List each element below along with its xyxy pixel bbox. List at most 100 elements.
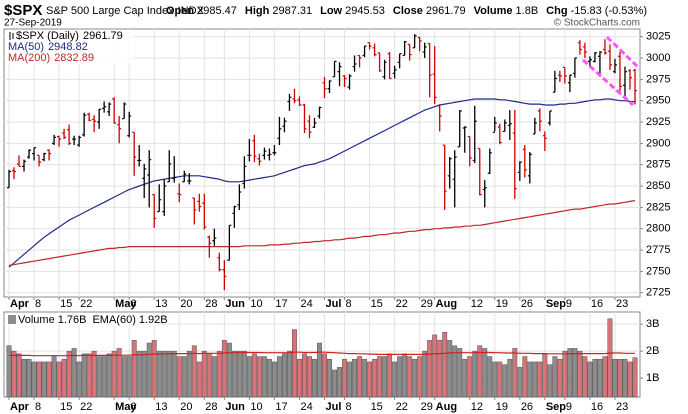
legend-value: 1.76B <box>58 314 87 326</box>
volume-bar <box>292 329 297 398</box>
volume-bar <box>151 340 157 398</box>
legend-name: $SPX (Daily) <box>16 30 79 42</box>
volume-bar <box>612 358 618 398</box>
volume-bar <box>397 356 403 398</box>
legend-entry: $SPX (Daily) 2961.79 <box>16 30 123 42</box>
volume-bar <box>622 358 628 398</box>
x-tick-label: 26 <box>521 298 533 310</box>
field-label: Open <box>166 5 194 17</box>
volume-bar <box>66 350 72 398</box>
volume-bar <box>6 345 12 398</box>
x-tick-label: 23 <box>616 298 628 310</box>
name: S&P 500 Large Cap Index <box>46 5 174 17</box>
volume-bar <box>26 358 32 398</box>
volume-bar <box>251 353 257 398</box>
x-tick-label: 12 <box>471 401 483 413</box>
volume-bar <box>322 353 327 398</box>
volume-bar <box>241 350 247 398</box>
volume-bar <box>577 350 583 398</box>
volume-bar <box>11 350 17 398</box>
volume-bar <box>562 350 568 398</box>
volume-bar <box>36 361 42 398</box>
volume-bar <box>166 350 172 398</box>
volume-bar <box>597 358 603 398</box>
x-tick-label: Apr <box>10 298 30 310</box>
x-tick-label: Jun <box>225 298 245 310</box>
field-value: 1.8B <box>516 5 539 17</box>
volume-bar <box>111 350 117 398</box>
x-tick-label: Jul <box>326 298 342 310</box>
volume-bar <box>317 342 322 398</box>
x-tick-label: Jul <box>326 401 342 413</box>
volume-bar <box>41 361 47 398</box>
x-tick-label: 8 <box>35 298 41 310</box>
legend-name: Volume <box>18 314 55 326</box>
volume-bar <box>532 361 538 398</box>
legend-box <box>6 30 134 64</box>
volume-bar <box>342 358 347 398</box>
volume-bar <box>377 356 383 398</box>
volume-bar <box>246 356 252 398</box>
volume-bar <box>497 361 503 398</box>
x-tick-label: 9 <box>566 298 572 310</box>
y-tick-label: 3000 <box>646 52 670 64</box>
volume-bar <box>281 353 287 398</box>
volume-bar <box>171 350 177 398</box>
volume-bar <box>492 361 498 398</box>
y-tick-label: 3B <box>646 318 659 330</box>
volume-bar <box>161 350 167 398</box>
x-tick-label: 13 <box>155 401 167 413</box>
volume-bar <box>527 361 533 398</box>
volume-bar <box>31 361 37 398</box>
field-value: 2945.53 <box>345 5 385 17</box>
field-label: High <box>245 5 270 17</box>
volume-bar <box>51 356 57 398</box>
volume-bar <box>141 350 147 398</box>
volume-bar <box>452 345 458 398</box>
x-tick-label: 24 <box>300 401 312 413</box>
x-tick-label: 6 <box>130 298 136 310</box>
volume-bar <box>261 356 267 398</box>
y-tick-label: 2850 <box>646 180 670 192</box>
volume-bar <box>572 348 578 398</box>
volume-bar <box>231 350 237 398</box>
volume-bar <box>507 358 513 398</box>
field-label: Low <box>320 5 342 17</box>
volume-bar <box>422 350 428 398</box>
volume-bar <box>412 358 418 398</box>
y-tick-label: 2725 <box>646 287 670 299</box>
volume-bar <box>332 369 337 398</box>
y-tick-label: 2900 <box>646 137 670 149</box>
volume-bar <box>617 358 623 398</box>
trendline <box>581 58 635 107</box>
field-label: Chg <box>546 5 567 17</box>
date: 27-Sep-2019 <box>4 18 62 29</box>
y-tick-label: 2775 <box>646 244 670 256</box>
volume-bar <box>367 361 373 398</box>
volume-bar <box>477 345 483 398</box>
y-tick-label: 2800 <box>646 223 670 235</box>
volume-bar <box>276 356 282 398</box>
field-value: -15.83 (-0.53%) <box>571 5 647 17</box>
line-series <box>8 98 636 268</box>
volume-bar <box>61 358 67 398</box>
volume-bar <box>607 318 613 398</box>
volume-bar <box>176 356 182 398</box>
x-tick-label: 17 <box>275 298 287 310</box>
trendline <box>605 35 641 70</box>
x-tick-label: May <box>115 401 137 413</box>
legend-name: MA(200) <box>8 52 50 64</box>
legend-value: 2948.82 <box>48 41 88 53</box>
x-tick-label: 29 <box>421 401 433 413</box>
y-tick-label: 2875 <box>646 159 670 171</box>
symbol: $SPX <box>4 2 42 19</box>
x-tick-label: 19 <box>496 401 508 413</box>
price-panel: 2725 2750 2775 2800 2825 2850 2875 2900 2925 2950… <box>3 28 670 310</box>
volume-bar <box>101 356 107 398</box>
volume-bar <box>517 367 523 398</box>
volume-bar <box>392 361 398 398</box>
copyright: © StockCharts.com <box>554 18 640 29</box>
